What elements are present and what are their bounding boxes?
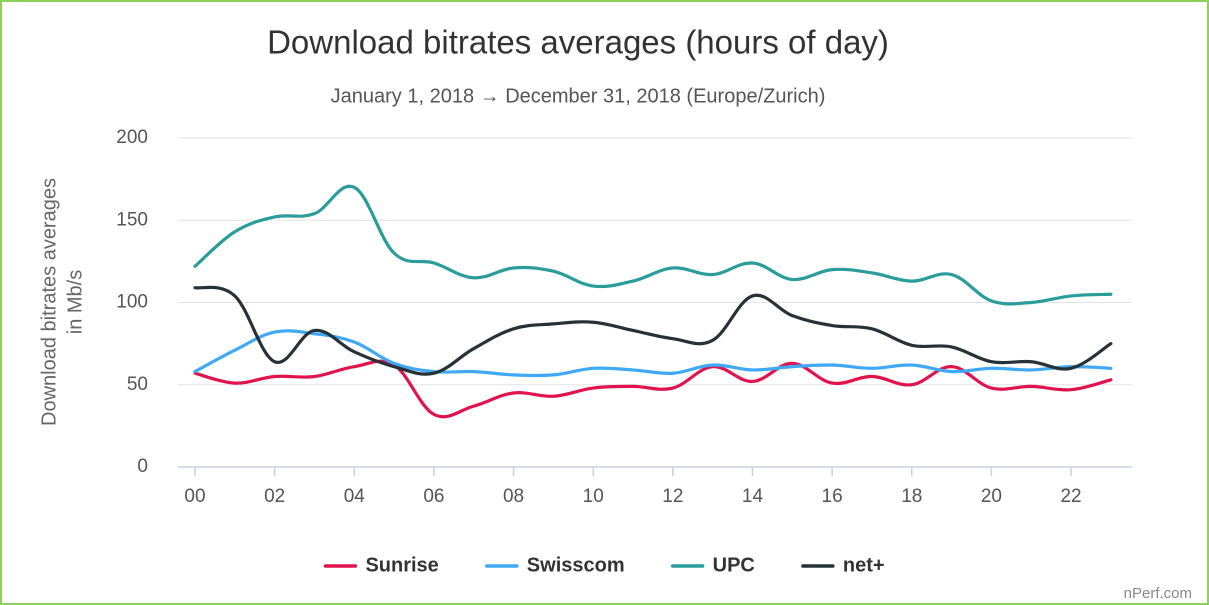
y-axis-title-line: in Mb/s xyxy=(64,270,86,334)
x-tick-label: 04 xyxy=(344,486,366,507)
legend-item: net+ xyxy=(801,554,885,576)
x-tick-label: 20 xyxy=(981,486,1002,507)
x-tick-label: 14 xyxy=(742,486,764,507)
credit: nPerf.com xyxy=(1124,585,1192,602)
series-line xyxy=(193,285,1113,376)
x-tick-label: 12 xyxy=(662,486,683,507)
legend-label: net+ xyxy=(843,554,885,576)
legend-label: Swisscom xyxy=(527,554,625,576)
x-tick-label: 00 xyxy=(184,486,205,507)
y-axis-title: Download bitrates averages in Mb/s xyxy=(38,178,86,426)
y-axis-title-line: Download bitrates averages xyxy=(38,178,60,426)
legend: Sunrise Swisscom UPC net+ xyxy=(323,554,885,576)
y-tick-label: 0 xyxy=(137,456,148,477)
x-tick-label: 08 xyxy=(503,486,524,507)
x-tick-label: 16 xyxy=(822,486,843,507)
y-tick-label: 200 xyxy=(116,127,148,148)
x-tick-label: 10 xyxy=(583,486,604,507)
series-line xyxy=(193,184,1113,306)
y-tick-label: 100 xyxy=(116,292,148,313)
x-tick-label: 18 xyxy=(901,486,922,507)
chart-title: Download bitrates averages (hours of day… xyxy=(267,24,889,61)
chart-subtitle: January 1, 2018 → December 31, 2018 (Eur… xyxy=(331,85,826,107)
series-line xyxy=(193,329,1113,378)
legend-item: Sunrise xyxy=(323,554,439,576)
legend-label: Sunrise xyxy=(365,554,438,576)
legend-item: Swisscom xyxy=(485,554,625,576)
x-tick-label: 06 xyxy=(423,486,444,507)
legend-item: UPC xyxy=(670,554,755,576)
x-tick-label: 02 xyxy=(264,486,285,507)
y-tick-label: 50 xyxy=(127,374,148,395)
y-tick-label: 150 xyxy=(116,209,148,230)
legend-label: UPC xyxy=(713,554,755,576)
series-line xyxy=(193,359,1113,419)
x-tick-label: 22 xyxy=(1060,486,1081,507)
